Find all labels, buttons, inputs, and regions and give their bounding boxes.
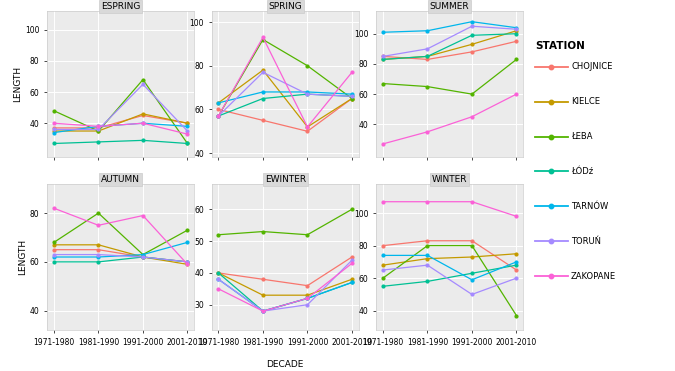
Title: SPRING: SPRING bbox=[268, 2, 302, 11]
Title: AUTUMN: AUTUMN bbox=[101, 175, 140, 184]
Title: WINTER: WINTER bbox=[432, 175, 467, 184]
Title: EWINTER: EWINTER bbox=[265, 175, 306, 184]
Title: ESPRING: ESPRING bbox=[101, 2, 140, 11]
Y-axis label: LENGTH: LENGTH bbox=[14, 66, 22, 102]
Text: ŁÓDź: ŁÓDź bbox=[571, 167, 593, 176]
Text: ŁEBA: ŁEBA bbox=[571, 132, 593, 141]
Text: CHOJNICE: CHOJNICE bbox=[571, 62, 612, 71]
Text: TARNÓW: TARNÓW bbox=[571, 202, 608, 211]
Title: SUMMER: SUMMER bbox=[430, 2, 470, 11]
Text: KIELCE: KIELCE bbox=[571, 97, 600, 106]
Text: STATION: STATION bbox=[535, 42, 585, 51]
Text: DECADE: DECADE bbox=[266, 360, 304, 369]
Text: ZAKOPANE: ZAKOPANE bbox=[571, 272, 616, 280]
Text: TORUŃ: TORUŃ bbox=[571, 237, 601, 246]
Y-axis label: LENGTH: LENGTH bbox=[18, 239, 27, 275]
